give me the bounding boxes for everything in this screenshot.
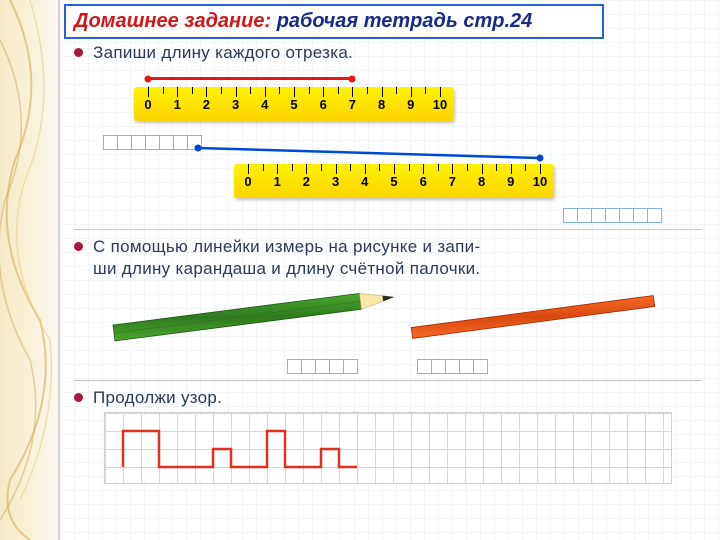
- left-decoration: [0, 0, 58, 540]
- answer-boxes-pencil: [288, 359, 358, 374]
- answer-cell: [343, 359, 358, 374]
- task-2-row: С помощью линейки измерь на рисунке и за…: [74, 236, 702, 279]
- pencil-stick-svg: [94, 285, 702, 355]
- answer-boxes-stick: [418, 359, 488, 374]
- task-2-text: С помощью линейки измерь на рисунке и за…: [93, 236, 653, 279]
- answer-cell: [633, 208, 648, 223]
- answer-cell: [431, 359, 446, 374]
- ruler-area-1: 012345678910: [104, 65, 702, 133]
- answer-cell: [315, 359, 330, 374]
- page-content: Запиши длину каждого отрезка. 0123456789…: [74, 38, 702, 540]
- homework-header: Домашнее задание: рабочая тетрадь стр.24: [64, 4, 604, 39]
- pencil-stick-area: [94, 285, 702, 355]
- divider-1: [74, 229, 702, 230]
- pattern-area: [104, 412, 672, 484]
- answer-cell: [605, 208, 620, 223]
- segment-endpoint: [349, 75, 356, 82]
- bullet-icon: [74, 242, 83, 251]
- answer-cell: [417, 359, 432, 374]
- answer-cell: [619, 208, 634, 223]
- answer-cell: [301, 359, 316, 374]
- task-3-text: Продолжи узор.: [93, 387, 222, 408]
- answer-cell: [473, 359, 488, 374]
- workbook-page: Домашнее задание: рабочая тетрадь стр.24…: [58, 0, 720, 540]
- ruler: 012345678910: [134, 87, 454, 121]
- answer-cell: [591, 208, 606, 223]
- bullet-icon: [74, 48, 83, 57]
- answer-cell: [563, 208, 578, 223]
- header-label-black: рабочая тетрадь стр.24: [271, 10, 532, 32]
- task-1-row: Запиши длину каждого отрезка.: [74, 42, 702, 63]
- bullet-icon: [74, 393, 83, 402]
- answer-cell: [459, 359, 474, 374]
- header-label-red: Домашнее задание:: [74, 10, 271, 32]
- segment-endpoint: [145, 75, 152, 82]
- pattern-svg: [105, 413, 671, 483]
- answer-cell: [647, 208, 662, 223]
- answer-cell: [329, 359, 344, 374]
- segment-line: [148, 77, 352, 80]
- answer-cell: [577, 208, 592, 223]
- ruler-area-2: 012345678910: [104, 142, 702, 206]
- answer-boxes-2: [74, 208, 662, 223]
- task-3-row: Продолжи узор.: [74, 387, 702, 408]
- segment-svg: [104, 142, 702, 206]
- answer-cell: [445, 359, 460, 374]
- answer-cell: [287, 359, 302, 374]
- divider-2: [74, 380, 702, 381]
- task-1-text: Запиши длину каждого отрезка.: [93, 42, 353, 63]
